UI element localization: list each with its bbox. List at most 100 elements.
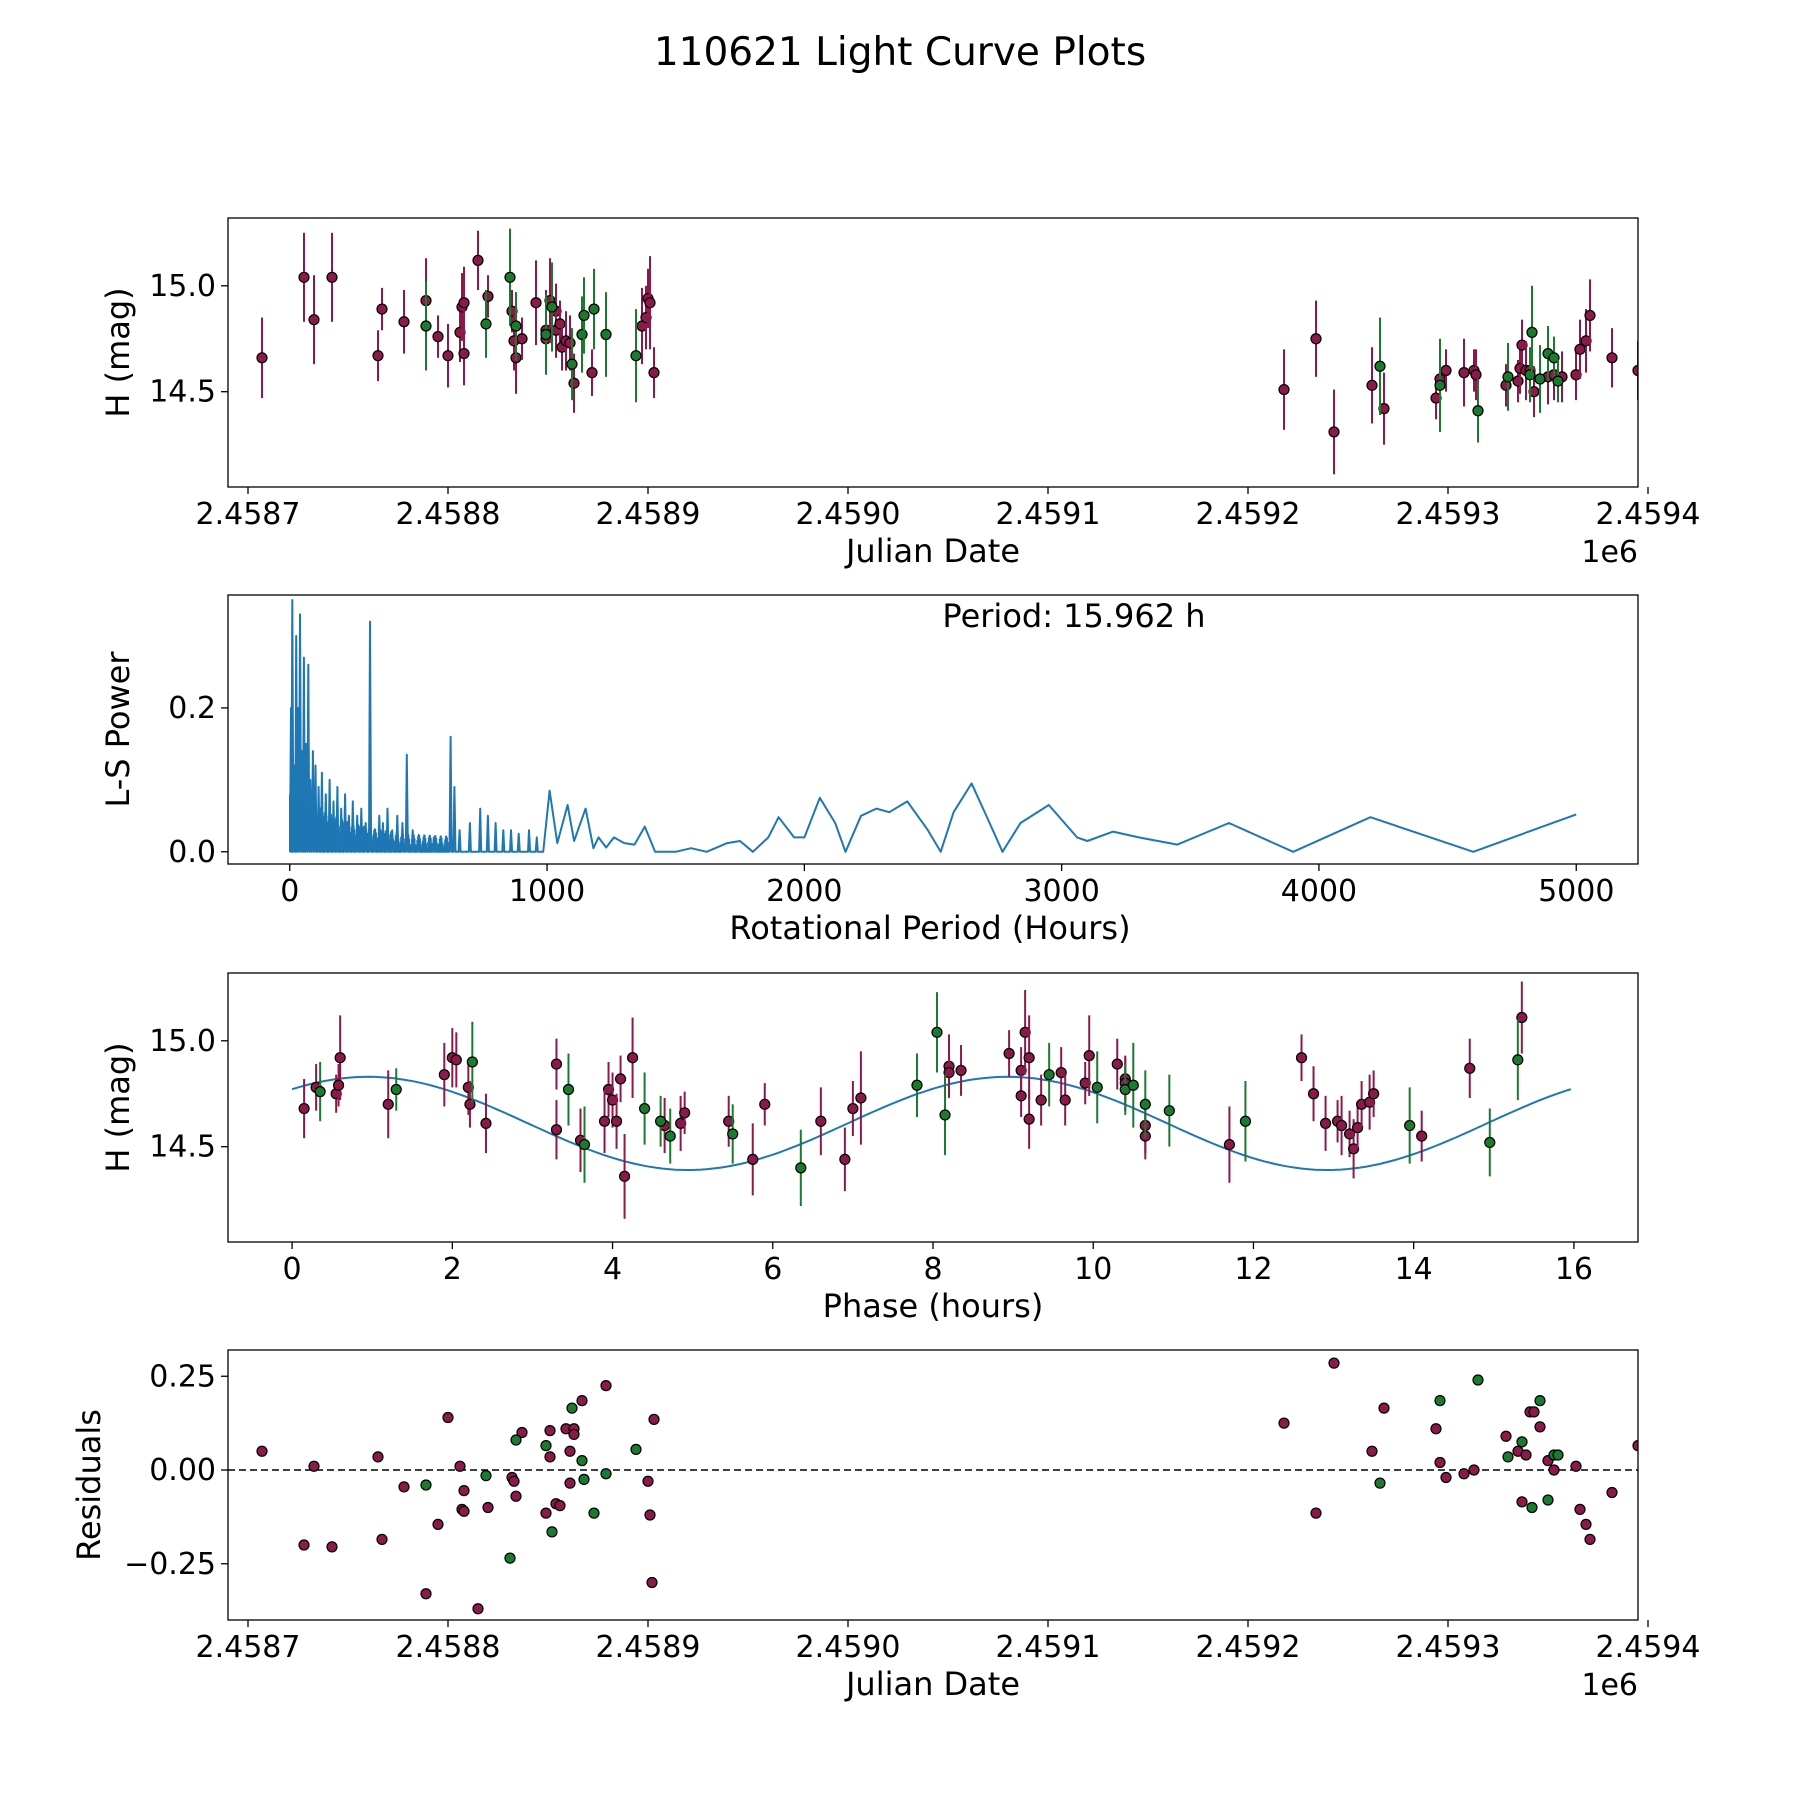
data-point-g	[578, 1138, 591, 1151]
data-point-r	[564, 337, 576, 349]
y-tick-label: 15.0	[149, 269, 216, 304]
plot-area	[289, 599, 1577, 853]
data-point-g	[931, 1026, 943, 1038]
data-point-r	[1584, 1533, 1596, 1545]
data-point-r	[1416, 1130, 1428, 1142]
data-point-r	[644, 1509, 656, 1521]
data-point-g	[1374, 1477, 1386, 1489]
data-point-g	[480, 1470, 492, 1482]
y-tick-label: 0.2	[168, 691, 216, 726]
x-tick-label: 2.4589	[596, 497, 701, 532]
data-point-g	[1548, 352, 1560, 364]
x-tick-label: 2.4592	[1196, 1630, 1301, 1665]
x-tick-label: 2000	[766, 874, 842, 909]
x-tick-label: 16	[1555, 1252, 1593, 1287]
data-point-r	[516, 1426, 528, 1439]
data-point-r	[508, 1475, 520, 1487]
x-tick-label: 1000	[509, 874, 585, 909]
data-point-r	[1574, 1503, 1586, 1515]
x-tick-label: 8	[923, 1252, 942, 1287]
data-point-g	[540, 1440, 552, 1452]
data-point-r	[1440, 1471, 1452, 1484]
plot-area	[228, 1357, 1638, 1615]
panel-3: 0 2 4 6 8 10 12 14 16 14.5 15.0 Phase (hours) H (mag…	[99, 972, 1639, 1325]
data-point-g	[939, 1109, 951, 1121]
y-axis-label: H (mag)	[99, 1042, 137, 1172]
x-tick-label: 2.4591	[996, 497, 1101, 532]
model-curve	[291, 1075, 1572, 1172]
data-point-r	[1278, 383, 1290, 396]
data-point-r	[376, 1533, 388, 1545]
data-point-r	[1366, 1445, 1378, 1457]
x-tick-label: 2.4590	[796, 1630, 901, 1665]
data-point-r	[1470, 369, 1482, 381]
data-point-r	[1570, 1460, 1582, 1472]
data-point-r	[482, 1501, 494, 1514]
data-point-g	[1542, 1494, 1554, 1506]
data-point-r	[326, 1541, 338, 1553]
data-point-r	[1328, 1357, 1340, 1369]
data-point-r	[442, 1411, 454, 1424]
plot-area	[291, 981, 1572, 1219]
data-point-r	[1035, 1094, 1047, 1106]
x-tick-label: 4000	[1281, 874, 1357, 909]
data-point-r	[568, 1428, 580, 1440]
data-point-r	[747, 1153, 759, 1165]
x-axis-label: Phase (hours)	[823, 1287, 1044, 1325]
data-point-r	[642, 1475, 654, 1487]
data-point-r	[1632, 364, 1638, 377]
data-point-r	[1468, 1464, 1480, 1476]
x-tick-label: 0	[283, 1252, 302, 1287]
data-point-r	[586, 367, 598, 379]
plot-panels: 2.4587 2.4588 2.4589 2.4590 2.4591 2.4592 2.45…	[70, 217, 1700, 1703]
data-point-r	[554, 1500, 566, 1512]
data-point-g	[727, 1128, 739, 1140]
data-point-g	[546, 301, 558, 313]
x-tick-label: 2.4592	[1196, 497, 1301, 532]
data-point-g	[510, 320, 522, 332]
axes-frame	[227, 217, 1639, 488]
data-point-g	[588, 1507, 600, 1519]
data-point-g	[630, 350, 642, 362]
y-tick-label: 0.0	[168, 835, 216, 870]
y-tick-label: −0.25	[124, 1547, 216, 1582]
axes-frame	[227, 594, 1639, 865]
panel-4: 2.4587 2.4588 2.4589 2.4590 2.4591 2.4592 2.45…	[70, 1349, 1700, 1703]
data-point-g	[420, 1479, 432, 1491]
data-point-r	[1464, 1062, 1476, 1074]
data-point-r	[298, 1539, 310, 1551]
data-point-r	[1328, 426, 1340, 438]
figure-title: 110621 Light Curve Plots	[654, 30, 1146, 75]
data-point-g	[1374, 360, 1386, 372]
data-point-r	[480, 1117, 492, 1129]
data-point-r	[1378, 1402, 1390, 1414]
data-point-g	[911, 1079, 923, 1091]
data-point-r	[1055, 1066, 1067, 1079]
panel-2: 0 1000 2000 3000 4000 5000 0.0 0.2 Rotational Pe…	[99, 594, 1639, 947]
data-point-r	[298, 1102, 310, 1115]
data-point-g	[588, 303, 600, 315]
data-point-g	[1239, 1115, 1252, 1127]
data-point-r	[648, 367, 660, 379]
data-point-r	[482, 290, 494, 302]
data-point-g	[1043, 1069, 1055, 1081]
data-point-r	[1520, 1449, 1532, 1461]
data-point-r	[564, 1477, 576, 1489]
x-tick-label: 3000	[1023, 874, 1099, 909]
data-point-r	[1458, 1468, 1470, 1480]
data-point-r	[458, 1505, 470, 1517]
data-point-g	[314, 1086, 326, 1098]
x-axis-label: Julian Date	[844, 532, 1020, 570]
data-point-g	[1534, 1395, 1546, 1407]
x-tick-label: 12	[1234, 1252, 1272, 1287]
data-point-g	[576, 328, 588, 341]
data-point-g	[1472, 1374, 1484, 1386]
data-point-g	[576, 1455, 588, 1467]
data-point-g	[566, 358, 578, 370]
data-point-r	[372, 350, 384, 362]
data-point-r	[847, 1102, 859, 1115]
data-point-g	[1091, 1081, 1103, 1093]
data-point-g	[566, 1402, 578, 1414]
data-point-g	[1502, 371, 1514, 383]
